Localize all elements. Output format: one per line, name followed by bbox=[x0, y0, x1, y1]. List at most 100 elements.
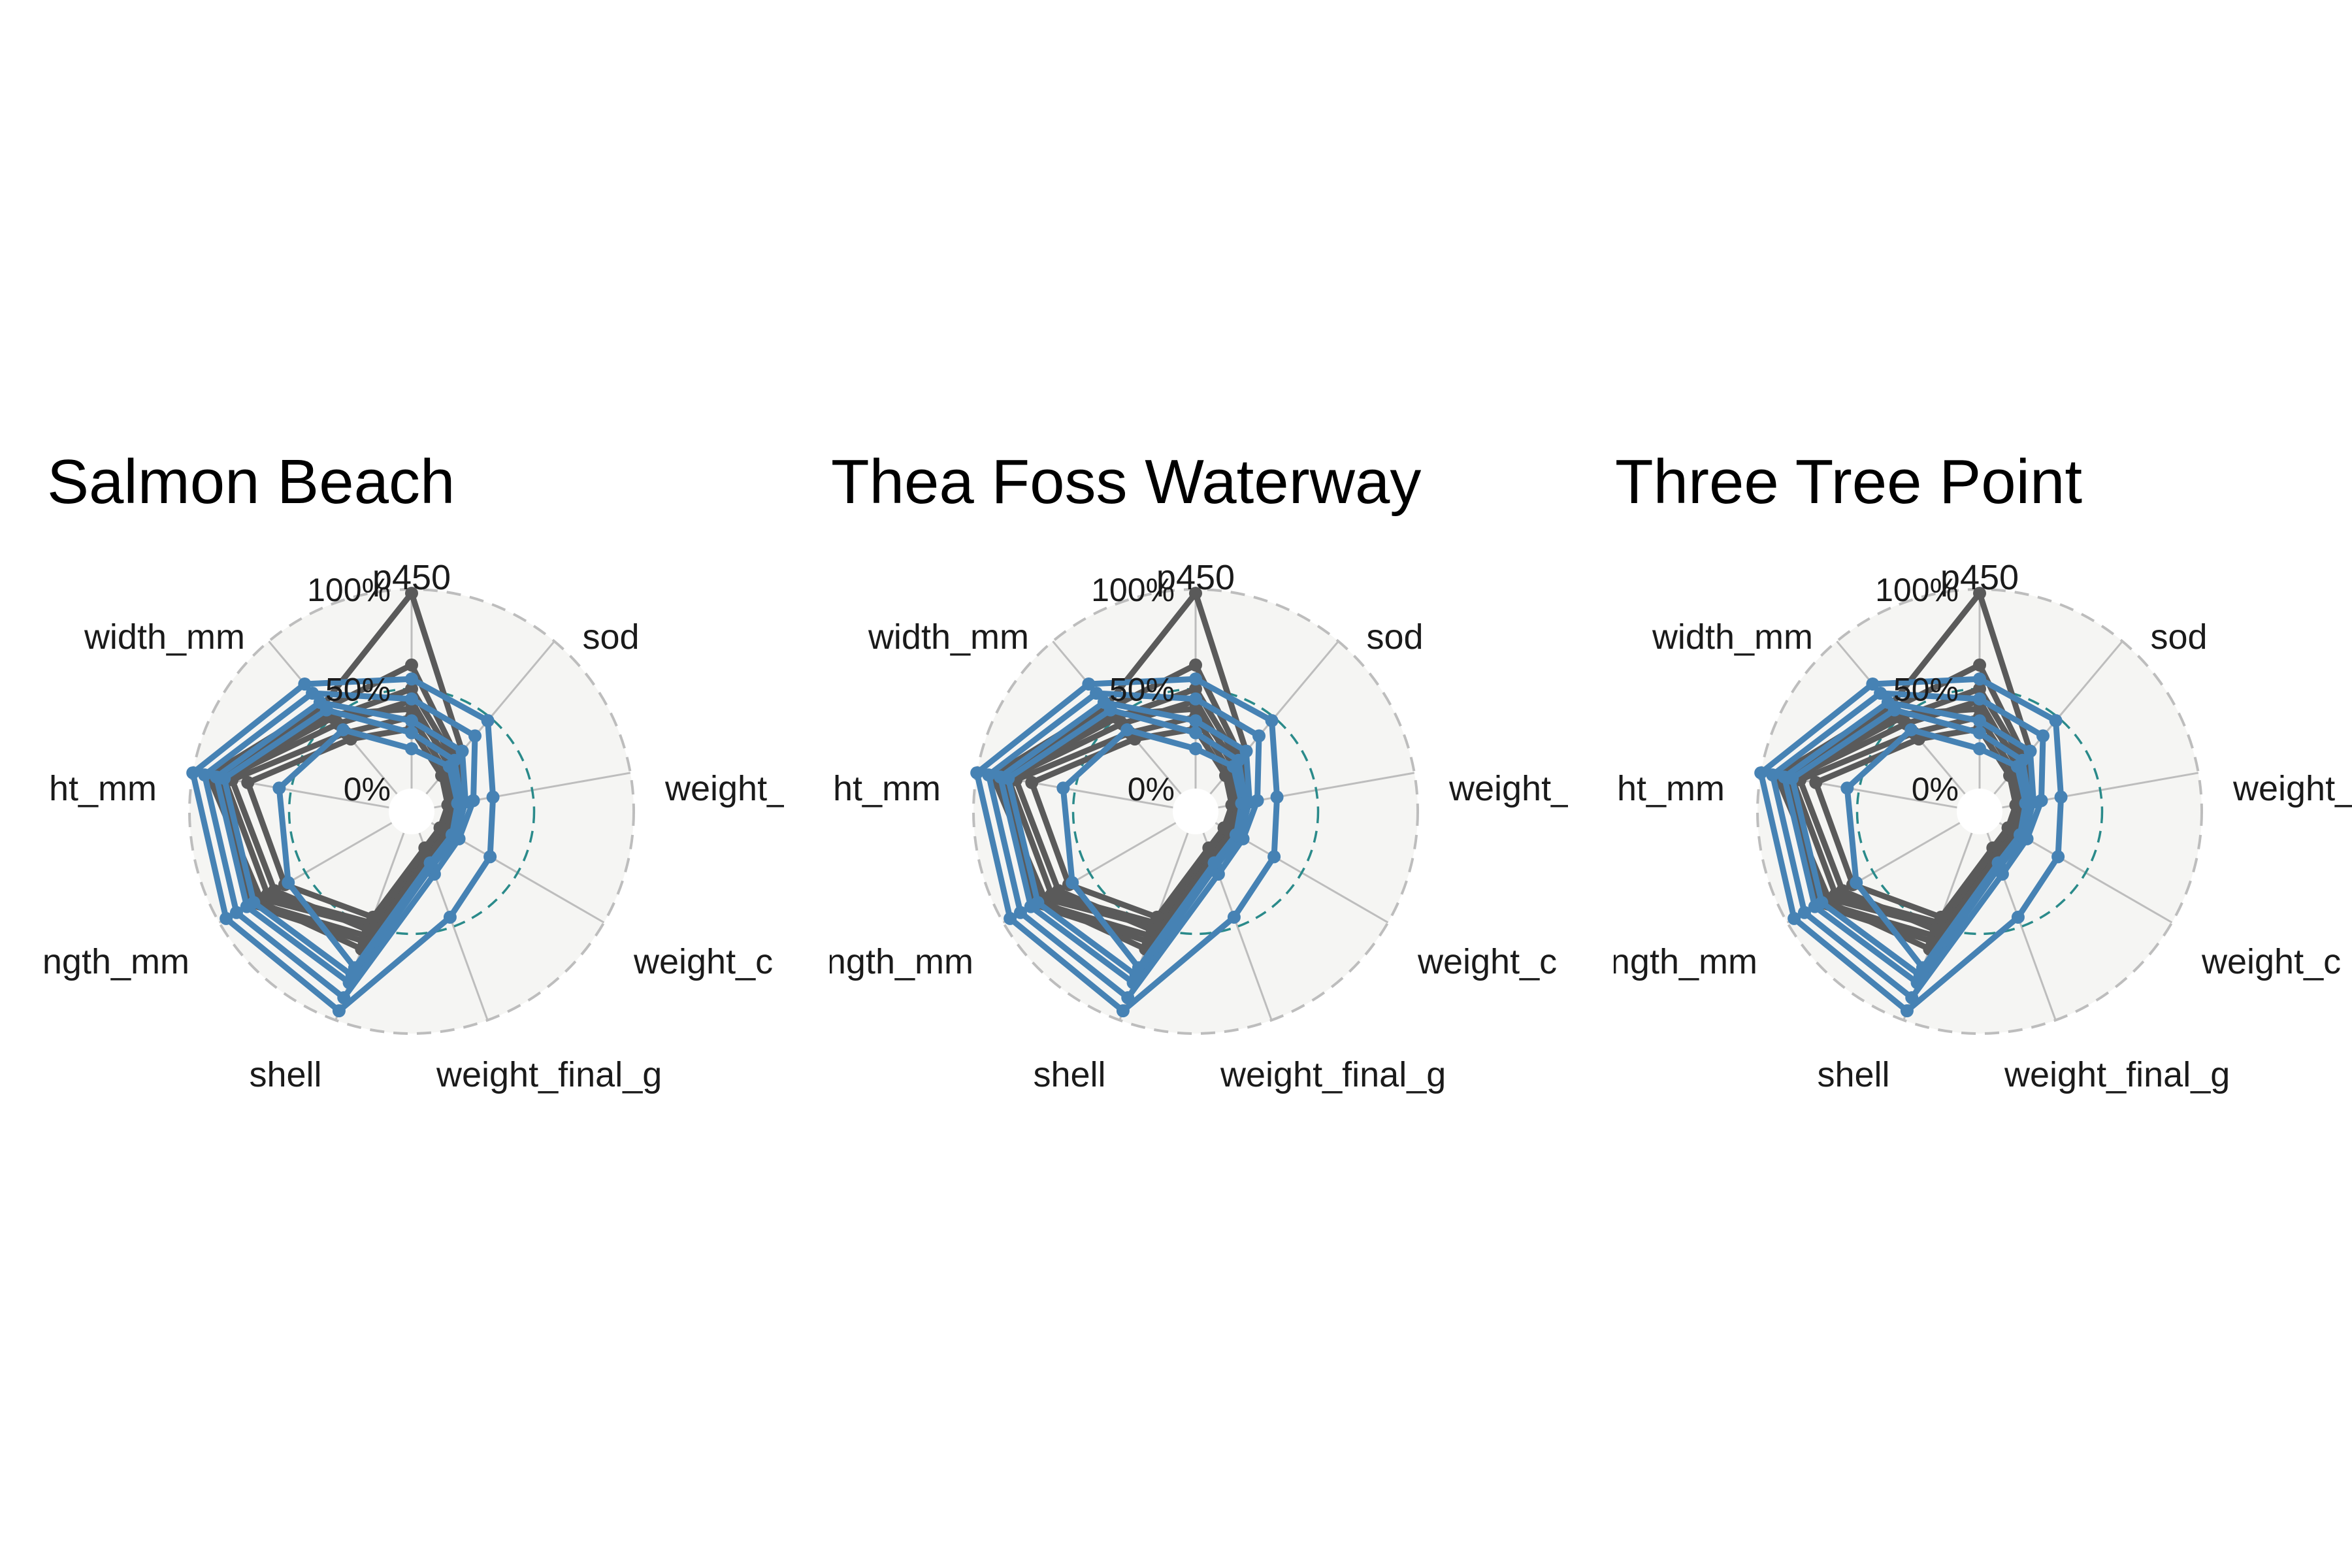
axis-label: shell bbox=[1817, 1055, 1889, 1094]
series-point bbox=[1189, 726, 1202, 740]
ring-label: 100% bbox=[1091, 572, 1175, 608]
series-point bbox=[1973, 658, 1986, 672]
series-line bbox=[973, 676, 1281, 1014]
series-point bbox=[1013, 906, 1027, 919]
series-point bbox=[468, 729, 482, 743]
series-point bbox=[1066, 876, 1079, 889]
series-point bbox=[298, 677, 312, 691]
series-point bbox=[1189, 658, 1202, 672]
series-line bbox=[1028, 726, 1235, 921]
series-point bbox=[1239, 744, 1253, 758]
series-point bbox=[1189, 587, 1202, 600]
series-line bbox=[244, 726, 451, 921]
series-point bbox=[1267, 850, 1281, 864]
series-point bbox=[486, 791, 500, 804]
series-point bbox=[282, 876, 295, 889]
series-point bbox=[1815, 896, 1829, 909]
axis-label: width_mm bbox=[1652, 617, 1813, 657]
series-point bbox=[483, 850, 497, 864]
series-point bbox=[2054, 791, 2068, 804]
panel-title: Salmon Beach bbox=[47, 447, 455, 517]
axis-label: weight_c bbox=[2201, 942, 2341, 981]
series-point bbox=[1935, 910, 1948, 924]
series-point bbox=[1973, 742, 1986, 755]
series-point bbox=[405, 587, 418, 600]
series-point bbox=[1090, 686, 1103, 700]
series-line bbox=[1789, 707, 2033, 979]
series-point bbox=[1219, 769, 1233, 783]
series-point bbox=[405, 742, 418, 755]
series-point bbox=[423, 856, 437, 870]
series-point bbox=[1120, 723, 1134, 737]
series-point bbox=[1866, 677, 1880, 691]
series-point bbox=[1788, 911, 1801, 925]
series-line bbox=[189, 676, 497, 1014]
axis-label: shell bbox=[1033, 1055, 1105, 1094]
ring-label: 0% bbox=[1912, 771, 1959, 808]
series-point bbox=[405, 658, 418, 672]
series-point bbox=[1874, 686, 1887, 700]
series-point bbox=[1151, 910, 1164, 924]
axis-label: sod bbox=[1366, 617, 1423, 657]
series-point bbox=[1991, 856, 2005, 870]
series-point bbox=[306, 686, 319, 700]
series-point bbox=[1103, 703, 1117, 717]
series-point bbox=[1887, 703, 1901, 717]
series-point bbox=[1239, 796, 1252, 809]
series-point bbox=[272, 781, 286, 795]
series-point bbox=[1900, 1004, 1914, 1018]
series-line bbox=[201, 690, 478, 1001]
series-point bbox=[1973, 682, 1986, 696]
series-point bbox=[1232, 753, 1245, 767]
axis-label: weight_final_g bbox=[436, 1055, 662, 1094]
series-point bbox=[405, 682, 418, 696]
series-point bbox=[337, 991, 351, 1005]
series-point bbox=[218, 772, 231, 785]
series-point bbox=[1913, 968, 1927, 982]
axis-label: weight_final_g bbox=[2004, 1055, 2230, 1094]
series-point bbox=[2011, 910, 2025, 924]
panel-title: Three Tree Point bbox=[1615, 447, 2082, 517]
series-point bbox=[982, 768, 996, 782]
ring-label: 50% bbox=[325, 672, 391, 708]
series-point bbox=[1004, 911, 1017, 925]
series-point bbox=[1265, 714, 1279, 728]
series-point bbox=[1973, 692, 1986, 706]
series-point bbox=[2036, 729, 2050, 743]
series-point bbox=[970, 766, 984, 779]
series-line bbox=[985, 690, 1262, 1001]
series-point bbox=[1850, 876, 1863, 889]
axis-label: width_mm bbox=[868, 617, 1029, 657]
axis-label: ht_mm bbox=[1617, 769, 1725, 808]
series-point bbox=[2014, 828, 2027, 841]
series-point bbox=[2023, 796, 2036, 809]
series-point bbox=[268, 884, 282, 898]
ring-label: 50% bbox=[1893, 672, 1959, 708]
axis-label: ngth_mm bbox=[1610, 942, 1757, 981]
axis-label: p450 bbox=[1156, 558, 1235, 597]
series-point bbox=[1025, 776, 1039, 789]
series-point bbox=[1270, 791, 1284, 804]
series-point bbox=[1754, 766, 1768, 779]
series-point bbox=[1766, 768, 1780, 782]
axis-label: ngth_mm bbox=[826, 942, 973, 981]
axis-label: weight_ bbox=[2232, 769, 2352, 808]
series-point bbox=[367, 910, 380, 924]
series-point bbox=[1227, 910, 1241, 924]
axis-label: weight_ bbox=[664, 769, 787, 808]
series-point bbox=[1836, 884, 1850, 898]
series-point bbox=[229, 906, 243, 919]
radar-panel: Salmon Beach 0% 50% 100%p450 sod weight_weigh… bbox=[42, 447, 787, 1094]
axis-label: width_mm bbox=[84, 617, 245, 657]
axis-label: p450 bbox=[372, 558, 451, 597]
series-point bbox=[448, 753, 461, 767]
series-point bbox=[1031, 896, 1045, 909]
axis-label: shell bbox=[249, 1055, 321, 1094]
series-point bbox=[1082, 677, 1096, 691]
series-point bbox=[1207, 856, 1221, 870]
series-point bbox=[186, 766, 200, 779]
series-point bbox=[1904, 723, 1918, 737]
series-point bbox=[1189, 714, 1202, 728]
series-point bbox=[1786, 772, 1799, 785]
